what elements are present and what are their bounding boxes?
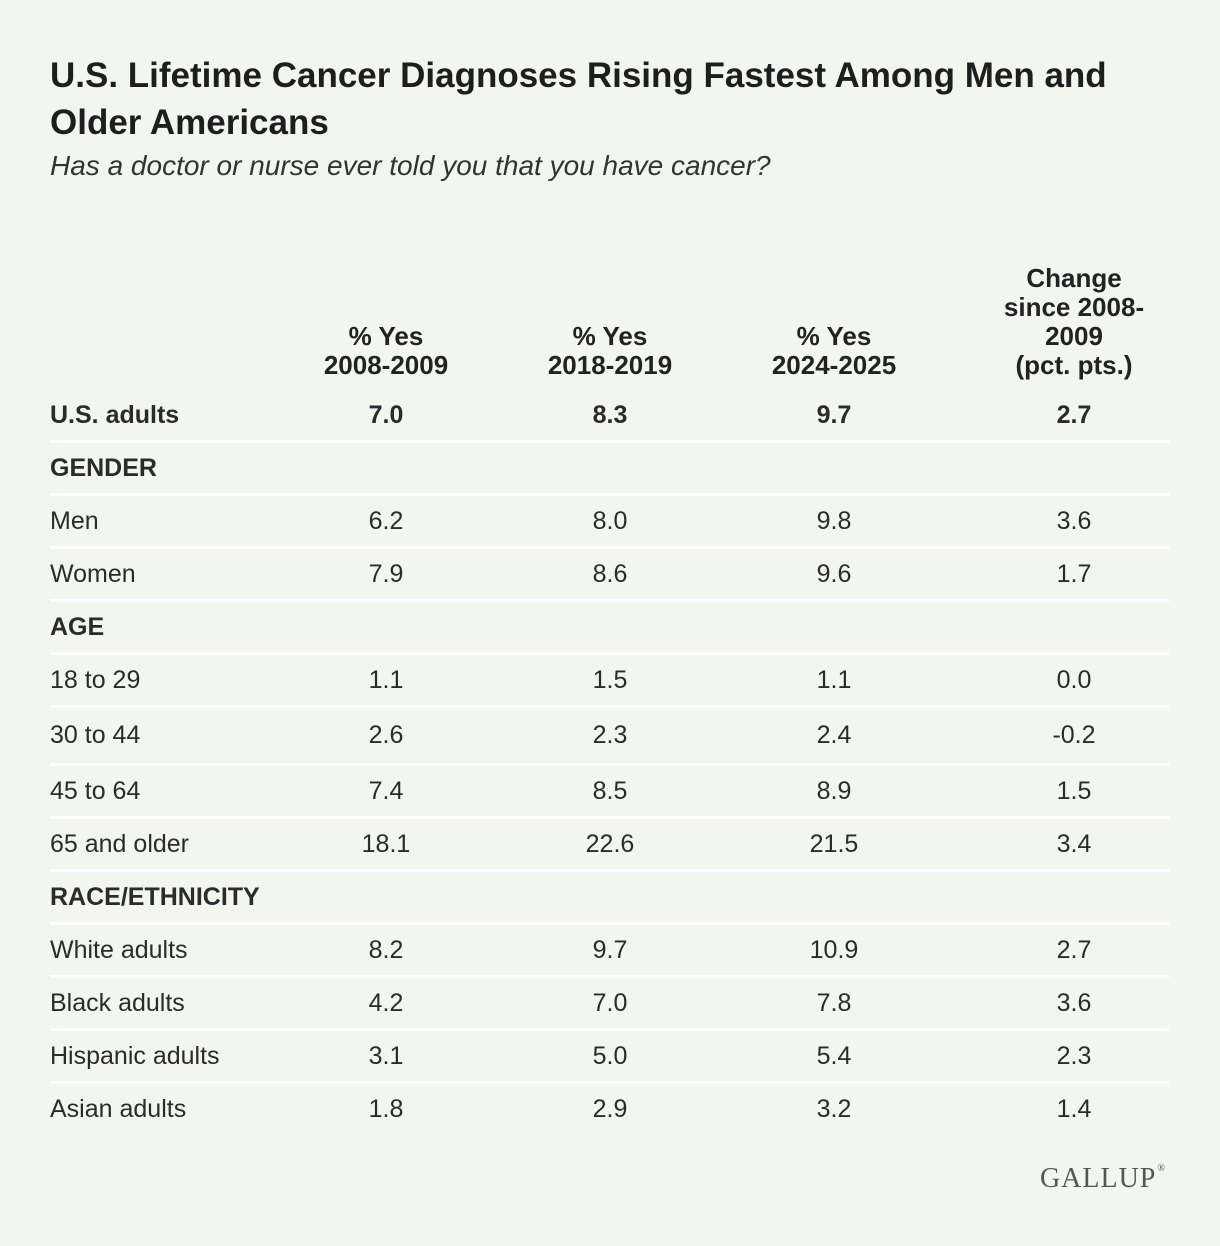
table-cell: 21.5 — [809, 830, 859, 858]
table-cell: 2.6 — [368, 721, 404, 749]
table-cell: 8.6 — [592, 560, 628, 588]
table-cell: 4.2 — [368, 989, 404, 1017]
table-row: Women 7.9 8.6 9.6 1.7 — [50, 549, 1169, 602]
column-header-line: since 2008- — [1003, 292, 1145, 322]
table-cell: 1.1 — [816, 666, 852, 694]
table-cell: 7.0 — [368, 401, 404, 429]
table-row: Asian adults 1.8 2.9 3.2 1.4 — [50, 1084, 1169, 1134]
column-header-2024-2025: % Yes 2024-2025 — [734, 322, 934, 380]
row-label: 18 to 29 — [50, 666, 141, 694]
table-row: 30 to 44 2.6 2.3 2.4 -0.2 — [50, 708, 1169, 766]
table-cell: 7.0 — [592, 989, 628, 1017]
table-cell: 8.0 — [592, 507, 628, 535]
table-cell: 2.9 — [592, 1095, 628, 1123]
table-cell: 7.9 — [368, 560, 404, 588]
table-cell: 3.2 — [816, 1095, 852, 1123]
table-cell: 1.5 — [1056, 777, 1092, 805]
table-cell: 3.6 — [1056, 507, 1092, 535]
registered-mark: ® — [1157, 1163, 1166, 1174]
column-header-change: Change since 2008- 2009 (pct. pts.) — [974, 264, 1174, 380]
table-row: White adults 8.2 9.7 10.9 2.7 — [50, 925, 1169, 978]
table-row: U.S. adults 7.0 8.3 9.7 2.7 — [50, 390, 1169, 443]
row-label: Black adults — [50, 989, 185, 1017]
section-row: GENDER — [50, 443, 1169, 496]
table-cell: 3.1 — [368, 1042, 404, 1070]
row-label: 65 and older — [50, 830, 190, 858]
column-header-line: (pct. pts.) — [1015, 350, 1133, 380]
column-header-2008-2009: % Yes 2008-2009 — [286, 322, 486, 380]
table-cell: 8.5 — [592, 777, 628, 805]
table-cell: 18.1 — [361, 830, 411, 858]
row-label: Women — [50, 560, 136, 588]
table-row: Men 6.2 8.0 9.8 3.6 — [50, 496, 1169, 549]
table-row: 18 to 29 1.1 1.5 1.1 0.0 — [50, 655, 1169, 708]
table-cell: 10.9 — [809, 936, 859, 964]
table-cell: 1.7 — [1056, 560, 1092, 588]
table-cell: 8.9 — [816, 777, 852, 805]
section-label: AGE — [50, 613, 105, 641]
section-row: AGE — [50, 602, 1169, 655]
table-cell: 3.4 — [1056, 830, 1092, 858]
row-label: Hispanic adults — [50, 1042, 220, 1070]
table-row: 45 to 64 7.4 8.5 8.9 1.5 — [50, 766, 1169, 819]
column-header-2018-2019: % Yes 2018-2019 — [510, 322, 710, 380]
table-cell: 9.7 — [592, 936, 628, 964]
table-cell: 1.4 — [1056, 1095, 1092, 1123]
row-label: Men — [50, 507, 99, 535]
table-cell: 9.6 — [816, 560, 852, 588]
row-label: 45 to 64 — [50, 777, 141, 805]
table-cell: 1.8 — [368, 1095, 404, 1123]
gallup-logo: GALLUP® — [1040, 1163, 1166, 1195]
table-row: Black adults 4.2 7.0 7.8 3.6 — [50, 978, 1169, 1031]
brand-name: GALLUP — [1039, 1163, 1157, 1194]
table-cell: 3.6 — [1056, 989, 1092, 1017]
column-header-line: 2009 — [1045, 321, 1103, 351]
table-cell: 2.3 — [1056, 1042, 1092, 1070]
column-header-line: % Yes — [572, 321, 648, 351]
section-label: RACE/ETHNICITY — [50, 883, 260, 911]
table-cell: 2.7 — [1056, 936, 1092, 964]
table-cell: -0.2 — [1052, 721, 1096, 749]
data-table: U.S. adults 7.0 8.3 9.7 2.7 GENDER Men 6… — [50, 390, 1169, 1134]
row-label: U.S. adults — [50, 401, 180, 429]
table-cell: 0.0 — [1056, 666, 1092, 694]
table-cell: 7.8 — [816, 989, 852, 1017]
column-header-line: 2018-2019 — [547, 350, 673, 380]
table-cell: 5.0 — [592, 1042, 628, 1070]
table-cell: 2.3 — [592, 721, 628, 749]
table-cell: 5.4 — [816, 1042, 852, 1070]
table-cell: 9.8 — [816, 507, 852, 535]
table-cell: 8.3 — [592, 401, 628, 429]
table-cell: 2.7 — [1056, 401, 1092, 429]
table-row: 65 and older 18.1 22.6 21.5 3.4 — [50, 819, 1169, 872]
table-cell: 22.6 — [585, 830, 635, 858]
section-label: GENDER — [50, 454, 157, 482]
row-label: Asian adults — [50, 1095, 187, 1123]
table-cell: 1.5 — [592, 666, 628, 694]
chart-subtitle: Has a doctor or nurse ever told you that… — [50, 150, 771, 181]
table-cell: 2.4 — [816, 721, 852, 749]
table-row: Hispanic adults 3.1 5.0 5.4 2.3 — [50, 1031, 1169, 1084]
table-cell: 7.4 — [368, 777, 404, 805]
column-header-line: 2024-2025 — [771, 350, 897, 380]
chart-title: U.S. Lifetime Cancer Diagnoses Rising Fa… — [50, 56, 1107, 142]
column-header-line: % Yes — [796, 321, 872, 351]
table-cell: 1.1 — [368, 666, 404, 694]
row-label: 30 to 44 — [50, 721, 141, 749]
table-cell: 6.2 — [368, 507, 404, 535]
section-row: RACE/ETHNICITY — [50, 872, 1169, 925]
row-label: White adults — [50, 936, 188, 964]
column-header-line: % Yes — [348, 321, 424, 351]
column-header-line: Change — [1026, 263, 1122, 293]
column-headers: % Yes 2008-2009 % Yes 2018-2019 % Yes 20… — [50, 258, 1169, 380]
table-cell: 9.7 — [816, 401, 852, 429]
column-header-line: 2008-2009 — [323, 350, 449, 380]
table-cell: 8.2 — [368, 936, 404, 964]
